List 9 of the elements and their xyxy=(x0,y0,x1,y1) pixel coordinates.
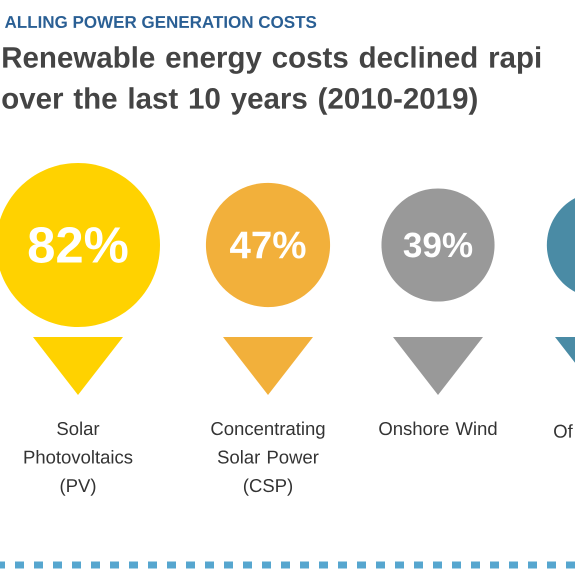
data-label: 82% xyxy=(28,227,128,263)
category-label: Of xyxy=(554,424,573,438)
category-label: Onshore Wind xyxy=(379,422,496,436)
text: ALLING POWER GENERATION COSTS xyxy=(4,16,316,28)
data-label: 47% xyxy=(230,231,306,259)
category-label: Solar Photovoltaics (PV) xyxy=(24,422,132,496)
category-label: Concentrating Solar Power (CSP) xyxy=(211,422,324,496)
data-label: 39% xyxy=(404,232,472,258)
text: Renewable energy costs declined rapi over the last 10 years (2010-2019) xyxy=(2,46,540,115)
